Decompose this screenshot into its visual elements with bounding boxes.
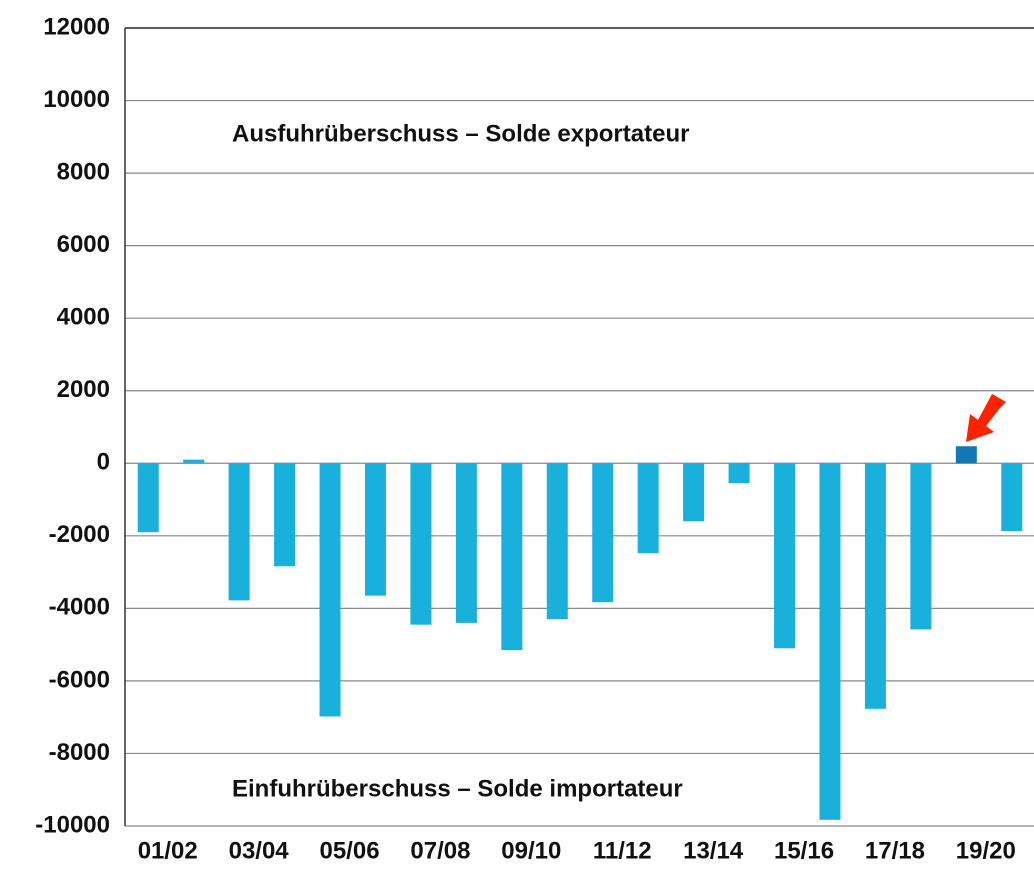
y-tick-label: -10000 bbox=[35, 811, 110, 838]
y-tick-label: -6000 bbox=[49, 666, 110, 693]
x-tick-label: 11/12 bbox=[593, 837, 652, 864]
bar bbox=[501, 463, 523, 651]
y-tick-label: 0 bbox=[97, 449, 110, 476]
x-tick-label: 13/14 bbox=[683, 837, 744, 864]
y-tick-label: 2000 bbox=[57, 376, 110, 403]
bar bbox=[774, 463, 796, 649]
bar bbox=[683, 463, 705, 522]
bar bbox=[864, 463, 886, 709]
x-tick-label: 03/04 bbox=[229, 837, 290, 864]
y-tick-label: 6000 bbox=[57, 231, 110, 258]
y-tick-label: -2000 bbox=[49, 521, 110, 548]
x-tick-label: 17/18 bbox=[865, 837, 925, 864]
x-tick-label: 19/20 bbox=[956, 837, 1016, 864]
x-tick-label: 09/10 bbox=[501, 837, 561, 864]
bar bbox=[546, 463, 568, 620]
bar bbox=[910, 463, 932, 630]
bar bbox=[228, 463, 250, 601]
bar bbox=[955, 446, 977, 464]
grid bbox=[125, 27, 1034, 827]
bar bbox=[137, 463, 159, 533]
arrow bbox=[966, 394, 1006, 442]
x-tick-label: 01/02 bbox=[138, 837, 198, 864]
bar bbox=[592, 463, 614, 603]
y-tick-label: 8000 bbox=[57, 158, 110, 185]
bar bbox=[637, 463, 659, 554]
y-tick-label: -8000 bbox=[49, 739, 110, 766]
bar bbox=[728, 463, 750, 484]
bar bbox=[1001, 463, 1023, 532]
bar bbox=[364, 463, 386, 596]
x-tick-label: 15/16 bbox=[774, 837, 834, 864]
bar bbox=[183, 459, 205, 464]
bar bbox=[819, 463, 841, 820]
y-tick-label: 4000 bbox=[57, 304, 110, 331]
bar bbox=[410, 463, 432, 625]
annotation: Ausfuhrüberschuss – Solde exportateur bbox=[232, 120, 689, 147]
x-tick-label: 07/08 bbox=[410, 837, 470, 864]
bars bbox=[137, 446, 1023, 820]
bar bbox=[274, 463, 296, 567]
y-tick-label: 10000 bbox=[43, 86, 110, 113]
x-tick-label: 05/06 bbox=[319, 837, 379, 864]
y-tick-label: -4000 bbox=[49, 594, 110, 621]
y-tick-label: 12000 bbox=[43, 13, 110, 40]
annotation: Einfuhrüberschuss – Solde importateur bbox=[232, 775, 683, 802]
bar bbox=[455, 463, 477, 623]
bar bbox=[319, 463, 341, 717]
